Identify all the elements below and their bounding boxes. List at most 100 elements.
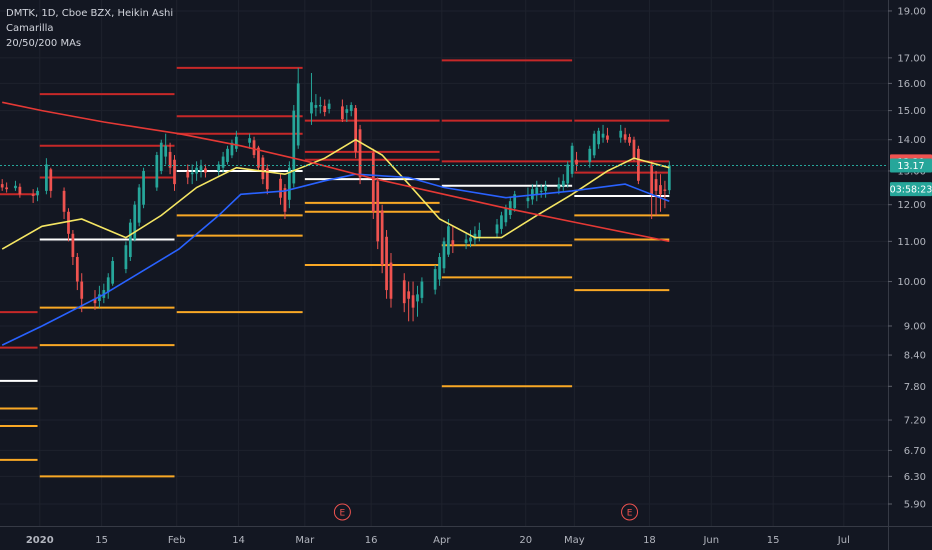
candle[interactable] — [217, 161, 221, 176]
candle[interactable] — [230, 139, 234, 159]
candle[interactable] — [5, 182, 8, 193]
candle[interactable] — [389, 253, 393, 308]
candle[interactable] — [495, 218, 499, 238]
indicator-camarilla-label[interactable]: Camarilla — [6, 23, 54, 34]
candle[interactable] — [371, 148, 375, 219]
candle[interactable] — [637, 145, 640, 185]
candle[interactable] — [663, 180, 667, 209]
candle[interactable] — [159, 139, 163, 175]
candle[interactable] — [314, 94, 318, 117]
candle[interactable] — [385, 230, 388, 299]
candle[interactable] — [416, 285, 419, 317]
candle[interactable] — [45, 158, 48, 195]
candle[interactable] — [575, 151, 578, 171]
candle[interactable] — [221, 151, 225, 173]
candle[interactable] — [570, 142, 574, 178]
candle[interactable] — [111, 256, 115, 286]
candle[interactable] — [659, 174, 662, 212]
candle[interactable] — [124, 241, 128, 274]
candle[interactable] — [62, 187, 66, 219]
candle[interactable] — [199, 159, 203, 178]
candle[interactable] — [296, 67, 300, 149]
candle[interactable] — [447, 218, 450, 257]
candle[interactable] — [376, 177, 380, 250]
candle[interactable] — [628, 133, 631, 146]
candle[interactable] — [137, 184, 141, 227]
candle[interactable] — [566, 161, 570, 188]
candle[interactable] — [318, 96, 322, 114]
candle[interactable] — [283, 184, 287, 219]
candle[interactable] — [539, 184, 543, 198]
candle[interactable] — [606, 127, 609, 143]
candle[interactable] — [279, 174, 282, 205]
candle[interactable] — [451, 226, 455, 254]
candle[interactable] — [106, 273, 110, 299]
candle[interactable] — [407, 281, 411, 322]
candle[interactable] — [442, 237, 446, 274]
candle[interactable] — [544, 180, 547, 198]
candle[interactable] — [67, 208, 70, 242]
candle[interactable] — [500, 211, 503, 234]
candle[interactable] — [619, 124, 623, 143]
candle[interactable] — [345, 105, 349, 123]
candle[interactable] — [31, 189, 35, 203]
candle[interactable] — [164, 133, 168, 165]
candle[interactable] — [288, 161, 291, 209]
candle[interactable] — [597, 127, 600, 149]
candle[interactable] — [234, 130, 238, 152]
candle[interactable] — [561, 174, 565, 191]
candle[interactable] — [190, 164, 194, 185]
indicator-mas-label[interactable]: 20/50/200 MAs — [6, 38, 82, 49]
candle[interactable] — [535, 180, 539, 202]
candle[interactable] — [252, 136, 256, 159]
candle[interactable] — [433, 265, 437, 295]
candle[interactable] — [292, 105, 296, 188]
candle[interactable] — [513, 190, 517, 212]
candle[interactable] — [327, 99, 331, 114]
candle[interactable] — [265, 164, 269, 195]
candle[interactable] — [601, 124, 605, 143]
candle[interactable] — [380, 204, 384, 274]
earnings-event-marker[interactable]: E — [621, 503, 639, 521]
candle[interactable] — [155, 151, 159, 191]
candle[interactable] — [18, 183, 22, 198]
candle[interactable] — [623, 127, 627, 143]
candle[interactable] — [71, 230, 75, 266]
candle[interactable] — [142, 167, 145, 209]
candle[interactable] — [168, 142, 172, 175]
symbol-title[interactable]: DMTK, 1D, Cboe BZX, Heikin Ashi — [6, 8, 174, 19]
candle[interactable] — [49, 167, 53, 198]
earnings-event-marker[interactable]: E — [333, 503, 351, 521]
candle[interactable] — [354, 105, 358, 159]
candle[interactable] — [632, 136, 636, 162]
candle[interactable] — [261, 155, 265, 185]
candle[interactable] — [438, 253, 441, 286]
candle[interactable] — [464, 233, 468, 250]
candle[interactable] — [341, 99, 344, 123]
candle[interactable] — [75, 253, 79, 291]
candle[interactable] — [133, 201, 137, 242]
candle[interactable] — [469, 230, 472, 248]
candle[interactable] — [204, 164, 207, 178]
candle[interactable] — [349, 102, 353, 117]
candle[interactable] — [650, 161, 654, 219]
candle[interactable] — [310, 72, 313, 125]
candle[interactable] — [526, 187, 530, 209]
candle[interactable] — [173, 155, 176, 191]
candle[interactable] — [0, 179, 4, 191]
candle[interactable] — [473, 226, 477, 246]
candle[interactable] — [592, 130, 596, 159]
candle[interactable] — [14, 180, 17, 191]
candle[interactable] — [402, 273, 406, 313]
candle[interactable] — [248, 133, 251, 149]
candle[interactable] — [93, 290, 97, 310]
candle[interactable] — [667, 161, 671, 195]
candle[interactable] — [226, 145, 229, 165]
candle[interactable] — [411, 281, 415, 322]
candle[interactable] — [186, 164, 190, 185]
candle[interactable] — [195, 161, 198, 181]
candle[interactable] — [654, 170, 658, 216]
candle[interactable] — [323, 99, 327, 117]
candle[interactable] — [36, 187, 39, 202]
